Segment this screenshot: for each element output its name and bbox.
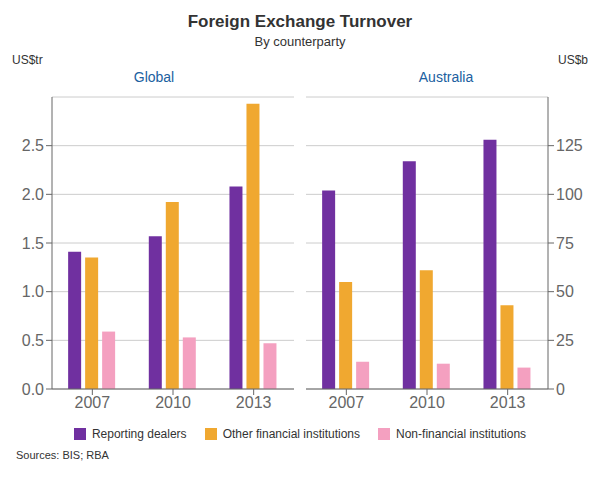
svg-text:2013: 2013 bbox=[490, 394, 526, 411]
html-text:By counterparty: By counterparty bbox=[254, 34, 346, 49]
html-text:Australia: Australia bbox=[418, 69, 474, 85]
svg-text:75: 75 bbox=[556, 235, 574, 252]
svg-text:125: 125 bbox=[556, 137, 583, 154]
html-text:Sources: BIS; RBA: Sources: BIS; RBA bbox=[16, 449, 109, 461]
svg-text:0.5: 0.5 bbox=[22, 332, 44, 349]
svg-text:2007: 2007 bbox=[75, 394, 111, 411]
html-text:US$b: US$b bbox=[558, 53, 588, 67]
svg-text:2010: 2010 bbox=[409, 394, 445, 411]
svg-text:50: 50 bbox=[556, 283, 574, 300]
svg-text:2007: 2007 bbox=[329, 394, 365, 411]
svg-text:2.5: 2.5 bbox=[22, 137, 44, 154]
svg-text:1.0: 1.0 bbox=[22, 283, 44, 300]
svg-text:100: 100 bbox=[556, 186, 583, 203]
html-text:US$tr: US$tr bbox=[12, 53, 43, 67]
svg-text:0.0: 0.0 bbox=[22, 381, 44, 398]
html-text:Global: Global bbox=[133, 69, 175, 85]
svg-text:1.5: 1.5 bbox=[22, 235, 44, 252]
svg-text:2.0: 2.0 bbox=[22, 186, 44, 203]
html-text:Non-financial institutions: Non-financial institutions bbox=[396, 427, 527, 441]
html-text:Other financial institutions: Other financial institutions bbox=[222, 427, 360, 441]
svg-text:0: 0 bbox=[556, 381, 565, 398]
svg-text:2010: 2010 bbox=[155, 394, 191, 411]
svg-text:2013: 2013 bbox=[236, 394, 272, 411]
html-text:Reporting dealers: Reporting dealers bbox=[91, 427, 187, 441]
html-text:Foreign Exchange Turnover: Foreign Exchange Turnover bbox=[187, 12, 413, 31]
svg-text:25: 25 bbox=[556, 332, 574, 349]
